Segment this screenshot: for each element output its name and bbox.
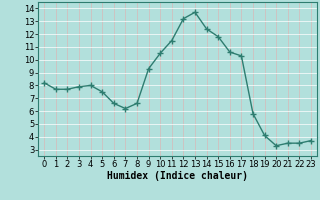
X-axis label: Humidex (Indice chaleur): Humidex (Indice chaleur) bbox=[107, 171, 248, 181]
